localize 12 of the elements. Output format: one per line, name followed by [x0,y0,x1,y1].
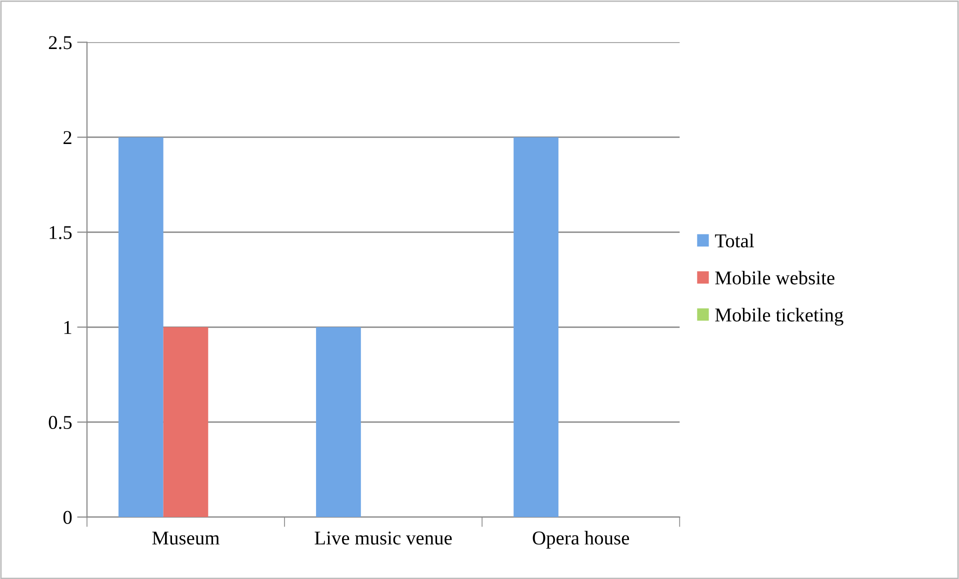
y-tick-label: 0 [63,510,72,524]
y-tick-label: 2.5 [48,36,72,50]
legend-label: Mobile website [715,270,834,284]
legend-label: Total [714,234,754,248]
y-tick-label: 1 [64,321,72,334]
x-tick-label: Live music venue [314,532,452,545]
legend-label: Mobile ticketing [715,308,844,326]
x-tick-label: Museum [152,532,220,545]
x-tick-label: Opera house [532,530,630,549]
y-tick-label: 2 [64,131,72,144]
y-tick-label: 0.5 [48,416,72,430]
y-tick-label: 1.5 [50,226,72,240]
